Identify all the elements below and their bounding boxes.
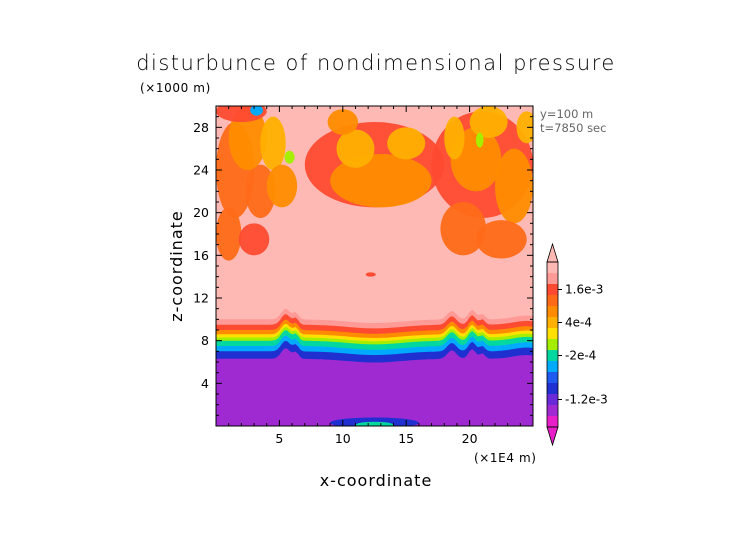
colorbar-label-1: 4e-4	[565, 316, 592, 330]
disturbance-blob-4	[266, 164, 298, 208]
accent-spot-2	[475, 132, 484, 148]
x-tick-label-2: 15	[398, 431, 414, 446]
contour-field	[216, 106, 533, 426]
disturbance-blob-16	[475, 220, 527, 259]
y-tick-label-3: 16	[193, 248, 209, 263]
disturbance-blob-10	[387, 127, 426, 160]
plot-area	[216, 106, 533, 426]
colorbar-top-arrow	[546, 242, 559, 263]
colorbar-label-0: 1.6e-3	[565, 283, 603, 297]
disturbance-blob-6	[238, 223, 270, 256]
y-tick-label-6: 28	[193, 120, 209, 135]
y-tick-label-0: 4	[201, 376, 209, 391]
y-tick-label-5: 24	[193, 163, 209, 178]
disturbance-blob-15	[440, 202, 487, 256]
accent-spot-1	[284, 150, 295, 164]
chart-title: disturbunce of nondimensional pressure	[136, 51, 616, 75]
x-unit-label: (×1E4 m)	[474, 451, 537, 465]
colorbar-label-2: -2e-4	[565, 349, 596, 363]
axes: 5 10 15 20 4 8 12 16 20 24 28	[193, 105, 534, 446]
accent-spot-0	[250, 106, 263, 116]
colorbar-swatch-12	[547, 394, 558, 406]
disturbance-blob-3	[260, 116, 286, 170]
colorbar-swatch-10	[547, 372, 558, 384]
disturbance-blob-11	[327, 109, 359, 135]
y-tick-label-4: 20	[193, 205, 209, 220]
disturbance-blob-9	[336, 129, 375, 168]
disturbance-blob-2	[228, 106, 267, 170]
colorbar-frame	[546, 261, 559, 428]
colorbar-swatch-4	[547, 306, 558, 318]
contour-band-9	[216, 348, 533, 426]
disturbance-blob-5	[216, 207, 242, 261]
colorbar-bottom-arrow	[546, 426, 559, 447]
colorbar-swatch-11	[547, 383, 558, 395]
x-tick-label-3: 20	[462, 431, 478, 446]
colorbar-swatch-0	[547, 262, 558, 274]
colorbar-swatch-1	[547, 273, 558, 285]
x-axis-label: x-coordinate	[320, 471, 433, 490]
colorbar-swatch-14	[547, 416, 558, 428]
time-label: t=7850 sec	[540, 121, 606, 135]
x-tick-label-0: 5	[275, 431, 283, 446]
y-axis-label: z-coordinate	[167, 210, 186, 322]
colorbar-swatch-13	[547, 405, 558, 417]
colorbar-swatch-9	[547, 361, 558, 373]
colorbar-swatch-8	[547, 350, 558, 362]
colorbar-label-3: -1.2e-3	[565, 393, 608, 407]
accent-spot-5	[355, 421, 394, 426]
colorbar-swatch-2	[547, 284, 558, 296]
y-unit-label: (×1000 m)	[140, 81, 211, 95]
y-position-label: y=100 m	[540, 107, 593, 121]
colorbar-swatch-7	[547, 339, 558, 351]
disturbance-blob-20	[444, 116, 465, 160]
disturbance-blob-14	[494, 148, 533, 224]
colorbar-swatch-6	[547, 328, 558, 340]
colorbar: 1.6e-3 4e-4 -2e-4 -1.2e-3	[546, 242, 608, 447]
y-tick-label-1: 8	[201, 333, 209, 348]
accent-spot-3	[365, 272, 376, 277]
disturbance-blob-17	[516, 111, 533, 144]
colorbar-swatch-5	[547, 317, 558, 329]
x-tick-label-1: 10	[335, 431, 351, 446]
colorbar-swatch-3	[547, 295, 558, 307]
y-tick-label-2: 12	[193, 291, 209, 306]
disturbance-blob-18	[469, 106, 508, 138]
